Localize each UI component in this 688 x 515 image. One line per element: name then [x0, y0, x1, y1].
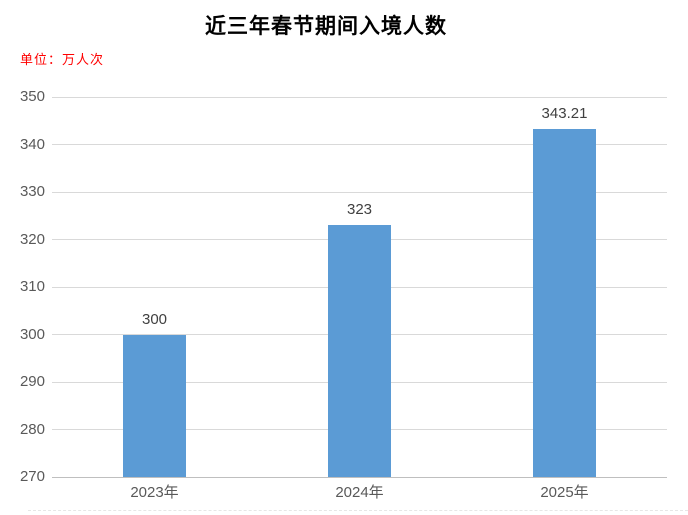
y-tick-label: 280: [19, 420, 45, 438]
x-axis-label: 2025年: [540, 484, 589, 501]
y-tick-label: 310: [19, 278, 45, 295]
bar-value-label: 323: [346, 201, 373, 219]
bar-value-label: 300: [141, 310, 168, 328]
chart-title: 近三年春节期间入境人数: [205, 13, 447, 38]
x-axis-label: 2023年: [130, 484, 179, 501]
gridline: [52, 96, 667, 98]
y-tick-label: 350: [19, 88, 45, 105]
x-axis-line: [52, 476, 667, 478]
x-axis-label: 2024年: [335, 484, 384, 501]
y-tick-label: 330: [19, 183, 45, 200]
bar: [533, 129, 596, 477]
bar: [328, 225, 391, 477]
bar-value-label: 343.21: [541, 105, 588, 123]
y-tick-label: 340: [19, 135, 45, 153]
y-tick-label: 290: [19, 373, 45, 390]
y-tick-label: 300: [19, 325, 45, 343]
gridline: [52, 144, 667, 145]
bottom-border-line: [28, 510, 688, 511]
unit-label: 单位：万人次: [20, 52, 105, 67]
gridline: [52, 191, 667, 193]
y-tick-label: 270: [19, 468, 45, 485]
y-tick-label: 320: [19, 230, 45, 248]
bar: [123, 334, 186, 477]
